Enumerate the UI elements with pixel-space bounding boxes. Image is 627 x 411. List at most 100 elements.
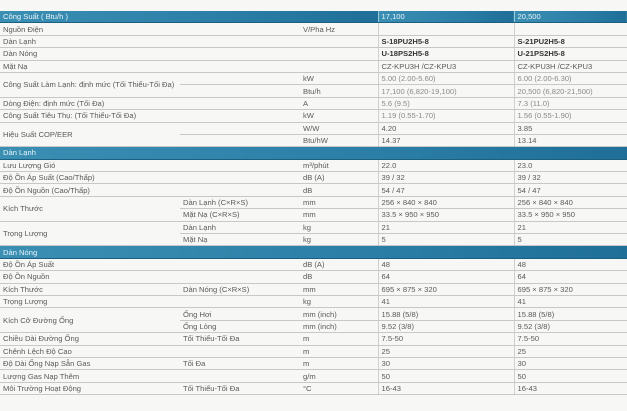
section-title: Dàn Lạnh [0,146,627,160]
section-title: Dàn Nóng [0,245,627,259]
row-sublabel [180,159,300,173]
row-label: Dàn Nóng [0,47,180,61]
table-row: Độ Ồn Nguồn dB 64 64 [0,270,627,284]
value-model-2: 16-43 [513,382,627,396]
value-model-1: 5.6 (9.5) [377,97,515,111]
table-row: Dàn Lạnh S-18PU2H5-8 S-21PU2H5-8 [0,35,627,49]
row-sublabel [180,109,300,123]
row-label: Chênh Lệch Độ Cao [0,345,180,358]
row-label: Công Suất Tiêu Thụ: (Tối Thiểu-Tối Đa) [0,109,180,123]
row-label: Chiều Dài Đường Ống [0,332,180,346]
value-model-2: 64 [513,270,627,284]
value-model-2: 7.5-50 [513,332,627,346]
table-row: Kích Thước Dàn Nóng (C×R×S) mm 695 × 875 × … [0,283,627,297]
value-model-1: 30 [377,357,515,371]
value-model-1: S-18PU2H5-8 [377,35,515,49]
value-model-1: 4.20 [377,122,515,135]
row-sublabel [180,84,300,98]
row-sublabel [180,72,300,86]
value-model-1: 256 × 840 × 840 [377,196,515,210]
row-unit: m [300,332,379,346]
row-unit: mm [300,196,379,210]
table-row: Công Suất Làm Lạnh: định mức (Tối Thiểu-… [0,72,627,98]
value-model-2: 23.0 [513,159,627,173]
value-model-1: 9.52 (3/8) [377,320,515,334]
value-model-2: 1.56 (0.55-1.90) [513,109,627,123]
table-row: Lượng Gas Nạp Thêm g/m 50 50 [0,369,627,383]
row-sublabel [180,369,300,383]
value-model-2: 5 [513,233,627,247]
row-sublabel: Ống Lỏng [180,320,300,334]
table-row: Mặt Nạ CZ-KPU3H /CZ-KPU3 CZ-KPU3H /CZ-KPU3 [0,60,627,73]
value-model-1: 33.5 × 950 × 950 [377,208,515,222]
table-row: Chênh Lệch Độ Cao m 25 25 [0,345,627,358]
value-model-1: 14.37 [377,134,515,148]
value-model-1: 54 / 47 [377,183,515,197]
value-model-1: 50 [377,369,515,383]
row-label: Môi Trường Hoạt Động [0,382,180,396]
row-unit: mm (inch) [300,307,379,321]
table-row: Trọng Lượng kg 41 41 [0,295,627,309]
row-label: Kích Thước [0,283,180,297]
value-model-2: 695 × 875 × 320 [513,283,627,297]
value-model-2: 30 [513,357,627,371]
row-label: Hiệu Suất COP/EER [0,122,180,148]
row-label: Công Suất Làm Lạnh: định mức (Tối Thiểu-… [0,72,180,98]
table-row: Hiệu Suất COP/EER W/W 4.20 3.85 [0,122,627,148]
header-model-2: 20,500 [513,11,627,24]
row-unit: Btu/hW [300,134,379,148]
row-sublabel [180,270,300,284]
row-label: Lượng Gas Nạp Thêm [0,369,180,383]
table-row: Chiều Dài Đường Ống Tối Thiểu-Tối Đa m 7.5-… [0,332,627,346]
row-unit [300,35,379,49]
value-model-1: 15.88 (5/8) [377,307,515,321]
value-model-1: 64 [377,270,515,284]
row-unit: dB (A) [300,171,379,185]
row-sublabel: Mặt Nạ (C×R×S) [180,208,300,222]
row-label: Độ Ồn Áp Suất (Cao/Thấp) [0,171,180,185]
value-model-1: 5 [377,233,515,247]
row-label: Kích Cỡ Đường Ống [0,307,180,334]
table-row: Độ Dài Ống Nạp Sẵn Gas Tối Đa m 30 30 [0,357,627,371]
value-model-1: 1.19 (0.55-1.70) [377,109,515,123]
table-row: Lưu Lượng Gió m³/phút 22.0 23.0 [0,159,627,173]
table-row: Ống Lỏng mm (inch) 9.52 (3/8) 9.52 (3/8) [0,320,627,334]
row-sublabel [180,345,300,358]
row-unit: °C [300,382,379,396]
value-model-1: 695 × 875 × 320 [377,283,515,297]
value-model-2: 15.88 (5/8) [513,307,627,321]
value-model-1: CZ-KPU3H /CZ-KPU3 [377,60,515,73]
row-sublabel: Tối Thiểu-Tối Đa [180,332,300,346]
table-row: Độ Ồn Áp Suất (Cao/Thấp) dB (A) 39 / 32 39 … [0,171,627,185]
row-unit: g/m [300,369,379,383]
table-row: Độ Ồn Áp Suất dB (A) 48 48 [0,258,627,272]
value-model-2: 256 × 840 × 840 [513,196,627,210]
value-model-1: 5.00 (2.00-5.60) [377,72,515,86]
row-unit: kW [300,109,379,123]
row-unit: mm [300,208,379,222]
row-unit: V/Pha Hz [300,22,379,36]
value-model-1 [377,22,515,36]
table-row: Btu/hW 14.37 13.14 [0,134,627,148]
table-row: Môi Trường Hoạt Động Tối Thiểu-Tối Đa °C 16… [0,382,627,396]
spec-table: Công Suất ( Btu/h ) 17,100 20,500 Nguồn … [0,11,627,396]
row-unit: dB [300,183,379,197]
row-sublabel: Mặt Nạ [180,233,300,247]
value-model-2: U-21PS2H5-8 [513,47,627,61]
row-label: Lưu Lượng Gió [0,159,180,173]
row-unit [300,60,379,73]
table-row: Btu/h 17,100 (6,820-19,100) 20,500 (6,820-… [0,84,627,98]
row-unit: kg [300,221,379,235]
row-label: Trọng Lượng [0,295,180,309]
row-sublabel [180,60,300,73]
value-model-2: 9.52 (3/8) [513,320,627,334]
row-unit: mm [300,283,379,297]
value-model-2: 50 [513,369,627,383]
row-sublabel: Tối Đa [180,357,300,371]
row-unit: A [300,97,379,111]
row-sublabel: Dàn Lạnh (C×R×S) [180,196,300,210]
row-sublabel [180,22,300,36]
row-sublabel [180,258,300,272]
table-row: Dòng Điện: định mức (Tối Đa) A 5.6 (9.5) 7.… [0,97,627,111]
row-label: Độ Ồn Nguồn [0,270,180,284]
